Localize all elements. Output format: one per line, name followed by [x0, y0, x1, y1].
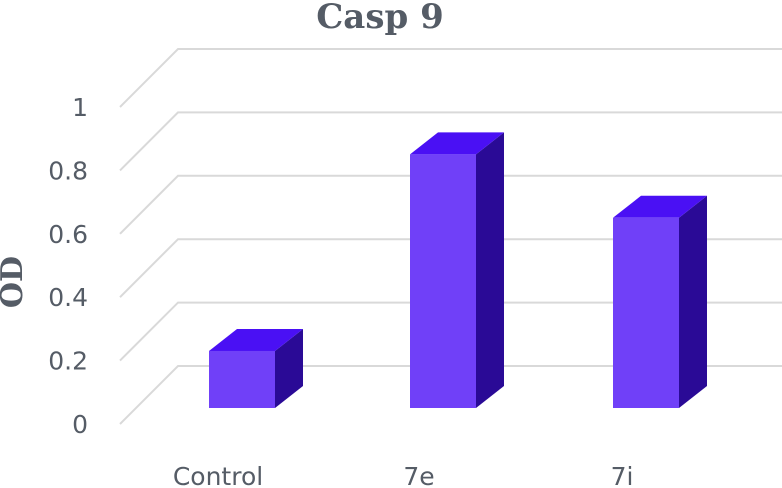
bar-side	[476, 132, 504, 408]
bar-front	[410, 154, 476, 408]
bar	[613, 195, 707, 408]
y-tick-label: 0.6	[48, 220, 88, 249]
bar-side	[275, 328, 303, 408]
gridline	[119, 111, 782, 172]
x-category-label: 7e	[403, 462, 434, 488]
x-axis-categories: Control 7e 7i	[173, 462, 634, 488]
bar	[410, 132, 504, 408]
bar-front	[613, 217, 679, 408]
bar	[209, 328, 303, 408]
chart-title: Casp 9	[316, 0, 444, 37]
y-tick-label: 0.2	[48, 347, 88, 376]
gridline	[119, 48, 782, 108]
gridline	[119, 301, 782, 362]
bar-top	[209, 328, 303, 351]
y-tick-label: 1	[72, 93, 88, 122]
gridline	[119, 365, 782, 425]
bar-front	[209, 350, 275, 408]
x-category-label: Control	[173, 462, 263, 488]
bar-side	[679, 195, 707, 408]
bar-top	[613, 195, 707, 218]
x-category-label: 7i	[611, 462, 634, 488]
bars	[209, 132, 707, 408]
y-tick-label: 0.8	[48, 156, 88, 185]
gridline	[119, 174, 782, 235]
gridlines	[119, 48, 782, 425]
y-axis-label: OD	[0, 256, 30, 308]
y-tick-label: 0	[72, 410, 88, 439]
y-tick-label: 0.4	[48, 283, 88, 312]
bar-top	[410, 132, 504, 155]
y-axis-ticks: 0 0.2 0.4 0.6 0.8 1	[48, 93, 88, 439]
gridline	[119, 238, 782, 298]
